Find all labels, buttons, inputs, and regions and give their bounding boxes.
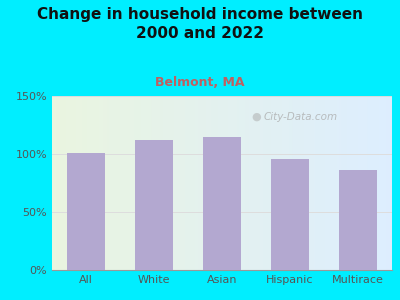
Bar [271, 159, 309, 270]
Bar [67, 153, 105, 270]
Bar [135, 140, 173, 270]
Text: Change in household income between
2000 and 2022: Change in household income between 2000 … [37, 8, 363, 41]
Text: City-Data.com: City-Data.com [263, 112, 337, 122]
Text: ●: ● [251, 112, 261, 122]
Bar [203, 136, 241, 270]
Bar [339, 170, 377, 270]
Text: Belmont, MA: Belmont, MA [155, 76, 245, 89]
